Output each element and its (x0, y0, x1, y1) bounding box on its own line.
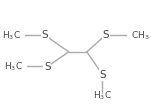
Text: $\mathregular{H_3C}$: $\mathregular{H_3C}$ (2, 29, 21, 42)
Text: $\mathregular{H_3C}$: $\mathregular{H_3C}$ (4, 60, 23, 73)
Text: S: S (102, 30, 109, 40)
Text: S: S (41, 30, 48, 40)
Text: S: S (44, 62, 51, 72)
Text: $\mathregular{CH_3}$: $\mathregular{CH_3}$ (131, 29, 149, 42)
Text: S: S (100, 70, 106, 80)
Text: $\mathregular{H_3C}$: $\mathregular{H_3C}$ (93, 89, 112, 102)
